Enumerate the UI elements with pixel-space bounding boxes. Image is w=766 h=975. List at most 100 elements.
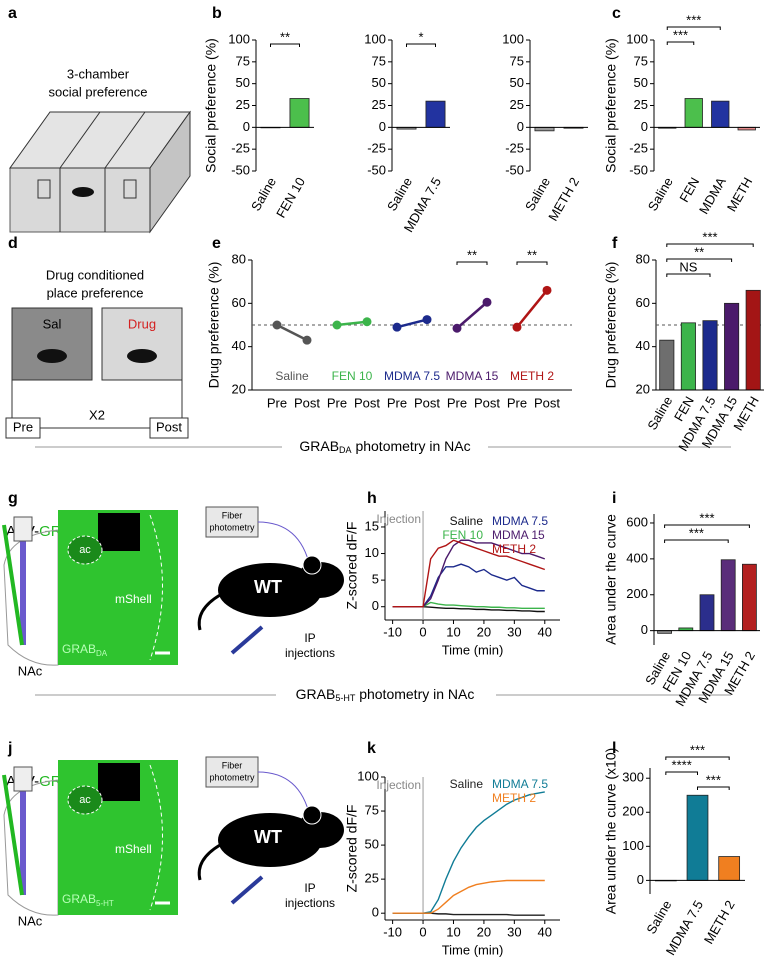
significance-label: ** xyxy=(527,247,537,262)
y-tick-label: 75 xyxy=(634,53,648,68)
series-line xyxy=(336,320,368,327)
y-tick-label: 50 xyxy=(634,75,648,90)
significance-label: *** xyxy=(686,12,701,27)
mouse-ear xyxy=(302,805,322,825)
y-tick-label: 75 xyxy=(510,53,524,68)
series-line xyxy=(392,601,545,610)
y-tick-label: 100 xyxy=(357,768,379,783)
point xyxy=(452,323,462,333)
fiber-shaft xyxy=(20,775,26,895)
bar xyxy=(425,100,446,128)
image-label: GRAB5-HT xyxy=(62,892,114,908)
legend-entry: Saline xyxy=(450,777,484,791)
significance-bracket xyxy=(664,539,729,543)
y-tick-label: 600 xyxy=(626,514,648,529)
mouse-body xyxy=(218,563,322,617)
x-tick-label: 40 xyxy=(538,924,552,939)
y-tick-label: 100 xyxy=(626,31,648,46)
cup-icon xyxy=(123,179,137,199)
panel-label: a xyxy=(8,5,17,22)
bar xyxy=(711,100,730,128)
x-tick-label: -10 xyxy=(383,624,402,639)
x-tick-label: 30 xyxy=(507,924,521,939)
series-line xyxy=(392,563,545,608)
significance-label: **** xyxy=(672,757,692,772)
x-tick-label: Saline xyxy=(522,175,553,214)
y-tick-label: 0 xyxy=(372,598,379,613)
injection-label: Injection xyxy=(376,778,421,792)
significance-bracket xyxy=(666,273,711,277)
series-line xyxy=(396,318,428,329)
significance-bracket xyxy=(665,756,730,760)
y-tick-label: 100 xyxy=(364,31,386,46)
x-tick-label: Saline xyxy=(643,898,674,937)
x-tick-label: Post xyxy=(474,395,500,410)
y-tick-label: -50 xyxy=(629,162,648,177)
series-line xyxy=(392,539,546,608)
bar xyxy=(699,594,715,632)
bar xyxy=(686,794,709,881)
diagram-title: Drug conditioned xyxy=(46,267,144,282)
y-tick-label: -25 xyxy=(629,141,648,156)
section-title-sub: DA xyxy=(339,445,352,455)
fiber-box xyxy=(205,506,259,538)
significance-bracket xyxy=(666,26,721,30)
bar xyxy=(680,322,696,391)
y-axis-label: Area under the curve xyxy=(603,514,619,645)
y-tick-label: 0 xyxy=(517,119,524,134)
significance-bracket xyxy=(666,41,695,45)
significance-label: * xyxy=(418,29,423,44)
x-tick-label: Pre xyxy=(327,395,347,410)
box-label: Drug xyxy=(128,316,156,331)
panel-label: d xyxy=(8,235,18,252)
y-tick-label: -25 xyxy=(367,141,386,156)
fiber-label: Fiber xyxy=(222,510,243,520)
legend-entry: METH 2 xyxy=(492,542,536,556)
panel-label: f xyxy=(612,235,618,252)
drug-box xyxy=(101,307,183,381)
chamber-front xyxy=(9,167,151,233)
y-axis-label: Social preference (%) xyxy=(203,38,219,173)
x-tick-label: Saline xyxy=(384,175,415,214)
sal-box xyxy=(11,307,93,381)
injection-label: Injection xyxy=(376,512,421,526)
post-label: Post xyxy=(156,419,182,434)
x-tick-label: Pre xyxy=(447,395,467,410)
mouse-icon xyxy=(72,187,94,197)
legend-entry: MDMA 7.5 xyxy=(492,514,548,528)
ac-outline xyxy=(67,535,103,565)
x-axis-label: Time (min) xyxy=(442,642,504,657)
post-box xyxy=(149,417,189,439)
significance-bracket xyxy=(516,261,548,265)
x-tick-label: Saline xyxy=(645,175,676,214)
y-tick-label: 100 xyxy=(502,31,524,46)
significance-label: *** xyxy=(689,525,704,540)
x-tick-label: -10 xyxy=(383,924,402,939)
box-label: Sal xyxy=(43,316,62,331)
x-tick-label: 0 xyxy=(419,624,426,639)
y-tick-label: 50 xyxy=(510,75,524,90)
x-tick-label: MDMA xyxy=(696,174,729,216)
y-axis-label: Z-scored dF/F xyxy=(344,805,360,893)
bar xyxy=(720,559,736,632)
image-label: GRABDA xyxy=(62,642,108,658)
chamber-side xyxy=(149,110,191,234)
point xyxy=(392,322,402,332)
shell-boundary xyxy=(149,764,163,911)
panel-label: b xyxy=(212,5,222,22)
y-tick-label: 80 xyxy=(636,251,650,266)
significance-label: *** xyxy=(673,27,688,42)
x-tick-label: 40 xyxy=(538,624,552,639)
legend-entry: METH 2 xyxy=(492,791,536,805)
bar xyxy=(742,563,757,632)
image-inset xyxy=(98,763,140,801)
y-tick-label: 60 xyxy=(232,295,246,310)
y-tick-label: 80 xyxy=(232,251,246,266)
fiber-top xyxy=(13,766,33,792)
mouse-tail xyxy=(197,593,221,631)
panel-label: h xyxy=(367,490,377,507)
y-tick-label: -50 xyxy=(231,162,250,177)
x-tick-label: Post xyxy=(534,395,560,410)
series-label: Saline xyxy=(275,369,309,383)
image-inset xyxy=(98,513,140,551)
